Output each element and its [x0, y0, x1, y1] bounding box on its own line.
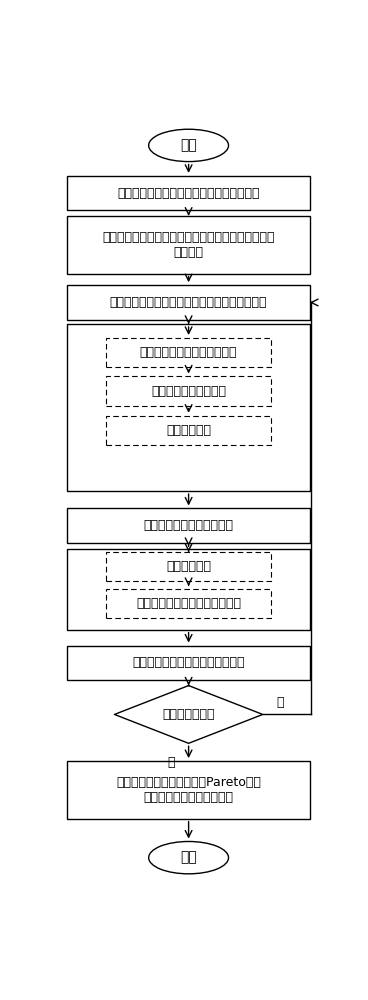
Text: 对超出存储空间的情况进行处理: 对超出存储空间的情况进行处理: [136, 597, 241, 610]
Bar: [106, 552, 271, 581]
Text: 计算种群中蚂蚁的适应度值: 计算种群中蚂蚁的适应度值: [144, 519, 234, 532]
Bar: [67, 285, 310, 320]
Text: 蚂蚁围绕精英蚁狮行走: 蚂蚁围绕精英蚁狮行走: [151, 385, 226, 398]
Text: 开始: 开始: [180, 138, 197, 152]
Ellipse shape: [149, 841, 229, 874]
Text: 结束: 结束: [180, 851, 197, 865]
Bar: [67, 508, 310, 543]
Bar: [67, 216, 310, 274]
Text: 是: 是: [168, 756, 175, 769]
Bar: [106, 416, 271, 445]
Text: 更新蚁狮的位置和精英蚁狮的位置: 更新蚁狮的位置和精英蚁狮的位置: [132, 656, 245, 669]
Bar: [106, 376, 271, 406]
Bar: [67, 761, 310, 819]
Ellipse shape: [149, 129, 229, 162]
Text: 否: 否: [276, 696, 284, 709]
Bar: [106, 589, 271, 618]
Text: 更新存储空间: 更新存储空间: [166, 560, 211, 573]
Bar: [67, 646, 310, 680]
Text: 初始化蚂蚁种群和蚁狮种群，确定蚁狮多目标优化的
迭代次数: 初始化蚂蚁种群和蚁狮种群，确定蚁狮多目标优化的 迭代次数: [102, 231, 275, 259]
Text: 满足终止标准？: 满足终止标准？: [162, 708, 215, 721]
Bar: [67, 324, 310, 491]
Bar: [106, 338, 271, 367]
Text: 更新蚂蚁位置: 更新蚂蚁位置: [166, 424, 211, 437]
Bar: [67, 176, 310, 210]
Bar: [67, 549, 310, 630]
Text: 从存储空间中随机选取一组Pareto最优
解作为一体化波形设计参数: 从存储空间中随机选取一组Pareto最优 解作为一体化波形设计参数: [116, 776, 261, 804]
Text: 蚂蚁落入蚁狮陷阱，行走受限: 蚂蚁落入蚁狮陷阱，行走受限: [140, 346, 237, 359]
Text: 初始化各蚂蚁的适应度值，初始化精英蚁狮位置: 初始化各蚂蚁的适应度值，初始化精英蚁狮位置: [110, 296, 267, 309]
Text: 确立雷达通信一体化波形设计的适应度函数: 确立雷达通信一体化波形设计的适应度函数: [117, 187, 260, 200]
